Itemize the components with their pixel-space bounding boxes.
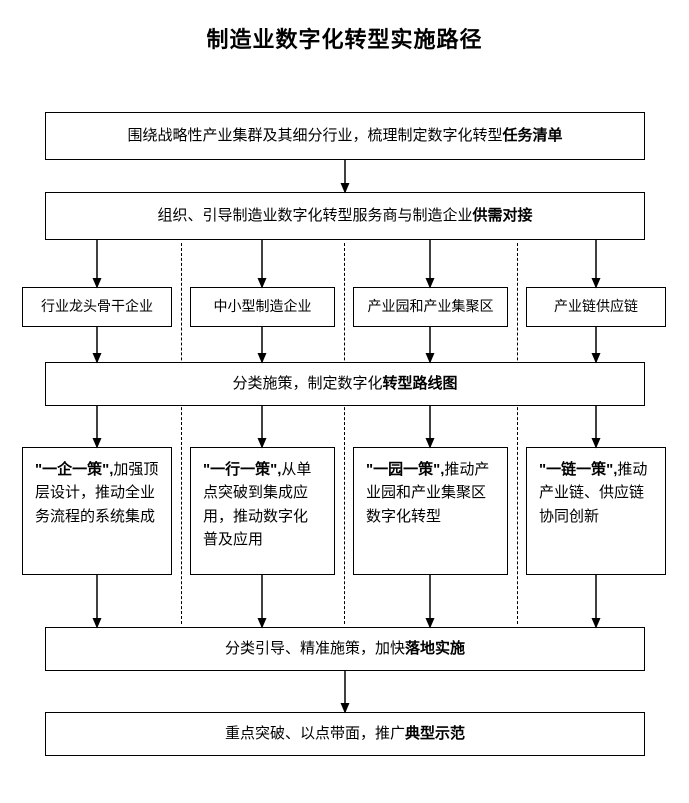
node-industrial-park: 产业园和产业集聚区: [353, 287, 508, 327]
node-text: 围绕战略性产业集群及其细分行业，梳理制定数字化转型: [127, 127, 502, 144]
diagram-title: 制造业数字化转型实施路径: [0, 0, 689, 62]
node-text: 产业园和产业集聚区: [368, 296, 494, 318]
node-strategy-chain: "一链一策",推动产业链、供应链协同创新: [526, 447, 666, 575]
divider-1: [181, 243, 182, 624]
strategy-bold: "一链一策",: [539, 461, 617, 478]
strategy-bold: "一园一策",: [366, 461, 444, 478]
node-strategy-enterprise: "一企一策",加强顶层设计，推动全业务流程的系统集成: [22, 447, 172, 575]
node-text: 产业链供应链: [554, 296, 638, 318]
divider-2: [344, 243, 345, 624]
node-text: 行业龙头骨干企业: [41, 296, 153, 318]
flowchart-canvas: 围绕战略性产业集群及其细分行业，梳理制定数字化转型任务清单 组织、引导制造业数字…: [0, 62, 689, 802]
node-demonstration: 重点突破、以点带面，推广典型示范: [45, 712, 645, 756]
node-bold: 落地实施: [405, 640, 465, 657]
node-bold: 典型示范: [405, 725, 465, 742]
node-leading-enterprise: 行业龙头骨干企业: [22, 287, 172, 327]
node-text: 组织、引导制造业数字化转型服务商与制造企业: [157, 207, 472, 224]
node-text: 分类引导、精准施策，加快: [225, 640, 405, 657]
node-implementation: 分类引导、精准施策，加快落地实施: [45, 627, 645, 671]
node-text: 中小型制造企业: [214, 296, 312, 318]
node-strategy-park: "一园一策",推动产业园和产业集聚区数字化转型: [353, 447, 508, 575]
strategy-bold: "一企一策",: [35, 461, 113, 478]
node-text: 分类施策，制定数字化: [232, 375, 382, 392]
node-strategy-industry: "一行一策",从单点突破到集成应用，推动数字化普及应用: [190, 447, 335, 575]
node-supply-chain: 产业链供应链: [526, 287, 666, 327]
node-roadmap: 分类施策，制定数字化转型路线图: [45, 362, 645, 406]
node-text: 重点突破、以点带面，推广: [225, 725, 405, 742]
strategy-bold: "一行一策",: [203, 461, 281, 478]
node-supply-demand: 组织、引导制造业数字化转型服务商与制造企业供需对接: [45, 192, 645, 240]
node-task-list: 围绕战略性产业集群及其细分行业，梳理制定数字化转型任务清单: [45, 112, 645, 160]
node-bold: 转型路线图: [383, 375, 458, 392]
node-bold: 供需对接: [473, 207, 533, 224]
node-bold: 任务清单: [503, 127, 563, 144]
divider-3: [517, 243, 518, 624]
node-sme: 中小型制造企业: [190, 287, 335, 327]
